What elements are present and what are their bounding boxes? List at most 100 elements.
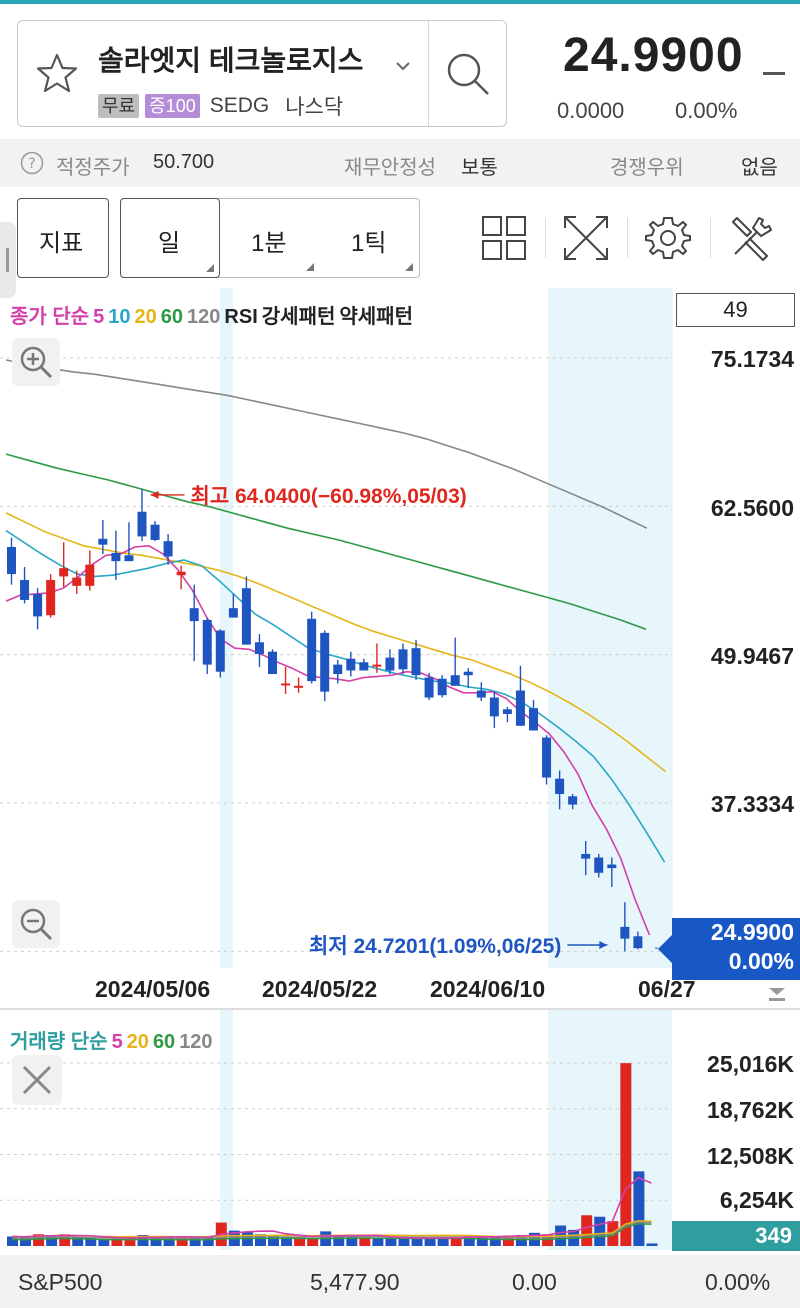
legend-weak-pattern: 약세패턴 [339, 306, 413, 328]
ma60-line [5, 453, 647, 631]
candle [411, 639, 421, 680]
candle-body [150, 524, 160, 540]
toolbar-separator [627, 218, 628, 258]
volume-y-tick-label: 12,508K [707, 1143, 794, 1169]
period-day-label: 일 [158, 230, 181, 257]
candle-body [568, 796, 578, 805]
candle [489, 691, 499, 729]
candle-body [398, 649, 408, 670]
price-change: 0.0000 [557, 98, 625, 123]
candle [294, 677, 304, 693]
candle-body [137, 511, 147, 537]
stock-selector[interactable]: 솔라엣지 테크놀로지스 무료 증100 SEDG 나스닥 [17, 20, 507, 127]
candle [568, 793, 578, 810]
index-change: 0.00 [512, 1269, 557, 1295]
legend-strong-pattern: 강세패턴 [261, 306, 336, 328]
candle [111, 530, 121, 580]
volume-bar [476, 1236, 488, 1246]
competitive-value: 없음 [741, 157, 778, 179]
candle [254, 634, 264, 667]
candle [502, 706, 512, 723]
candle [359, 658, 369, 671]
candle [398, 643, 408, 675]
legend-volume-title: 거래량 단순 [10, 1031, 108, 1053]
volume-bar [33, 1234, 45, 1246]
candle [72, 570, 82, 595]
candle-body [476, 690, 486, 698]
volume-bar [189, 1237, 201, 1246]
scroll-down-icon[interactable] [763, 980, 791, 1008]
top-accent-line [0, 0, 800, 4]
candle [150, 521, 160, 542]
candle-body [424, 677, 434, 698]
legend-vma120: 120 [179, 1031, 213, 1053]
free-badge: 무료 [98, 94, 140, 118]
period-1min-button[interactable]: 1분 [221, 199, 321, 277]
close-icon[interactable] [12, 1055, 62, 1105]
volume-bar [137, 1235, 149, 1246]
candle [85, 550, 95, 591]
volume-bar [398, 1238, 410, 1246]
price-change-rate: 0.00% [675, 98, 738, 123]
grid-layout-icon[interactable] [480, 214, 528, 262]
candle-body [124, 555, 134, 562]
legend-vma20: 20 [126, 1031, 149, 1053]
candle [20, 567, 30, 604]
price-chart[interactable]: 최고 64.0400(−60.98%,05/03) 최저 24.7201(1.09… [0, 288, 800, 968]
volume-bar [450, 1237, 462, 1246]
period-day-button[interactable]: 일 [120, 198, 220, 278]
candle [607, 857, 617, 887]
candle-body [215, 630, 225, 672]
zoom-out-icon[interactable] [12, 900, 60, 948]
search-icon[interactable] [443, 49, 493, 99]
stability-label: 재무안정성 [344, 157, 436, 179]
period-1tick-button[interactable]: 1틱 [321, 199, 421, 277]
candle-body [411, 648, 421, 676]
fair-price-label: 적정주가 [56, 157, 130, 179]
volume-bar [163, 1237, 175, 1246]
volume-bar [437, 1237, 449, 1246]
volume-bar [150, 1237, 162, 1246]
margin-badge: 증100 [145, 94, 200, 118]
indicator-button[interactable]: 지표 [17, 198, 109, 278]
volume-bar [646, 1243, 658, 1246]
stock-name[interactable]: 솔라엣지 테크놀로지스 [98, 45, 364, 76]
volume-bar [98, 1239, 110, 1246]
index-ticker-bar[interactable]: S&P500 5,477.90 0.00 0.00% [0, 1255, 800, 1308]
tools-icon[interactable] [727, 214, 775, 262]
volume-bar [254, 1234, 266, 1246]
fullscreen-icon[interactable] [562, 214, 610, 262]
candle [620, 902, 630, 952]
candle-body [385, 657, 395, 671]
zoom-in-icon[interactable] [12, 338, 60, 386]
candle [320, 630, 330, 702]
volume-legend: 거래량 단순 5 20 60 120 [10, 1025, 217, 1054]
candle-body [7, 547, 16, 575]
toolbar-separator [545, 218, 546, 258]
candle-body [72, 577, 82, 586]
gear-icon[interactable] [644, 214, 692, 262]
volume-bar [515, 1235, 527, 1246]
legend-ma10: 10 [108, 306, 131, 328]
candle-body [202, 619, 212, 665]
candle-body [228, 608, 238, 618]
star-icon[interactable] [34, 51, 80, 97]
current-price-marker: 24.9900 0.00% [658, 918, 800, 980]
low-arrow-head [599, 941, 608, 949]
corner-menu-icon [206, 264, 214, 272]
help-icon[interactable]: ? [20, 151, 44, 175]
period-1min-label: 1분 [251, 230, 287, 257]
candle-body [20, 579, 30, 600]
highlight-band [548, 288, 672, 968]
volume-current-badge: 349 [672, 1221, 800, 1251]
candle-body [111, 552, 121, 562]
side-drawer-handle[interactable] [0, 222, 16, 298]
candle-body [529, 708, 538, 731]
chevron-down-icon[interactable] [394, 57, 412, 75]
highlight-band [548, 1010, 672, 1250]
x-tick-label: 06/27 [638, 976, 696, 1002]
legend-ma120: 120 [187, 306, 221, 328]
candle-body [463, 671, 473, 676]
svg-text:?: ? [28, 156, 35, 172]
volume-chart[interactable] [0, 1010, 800, 1250]
